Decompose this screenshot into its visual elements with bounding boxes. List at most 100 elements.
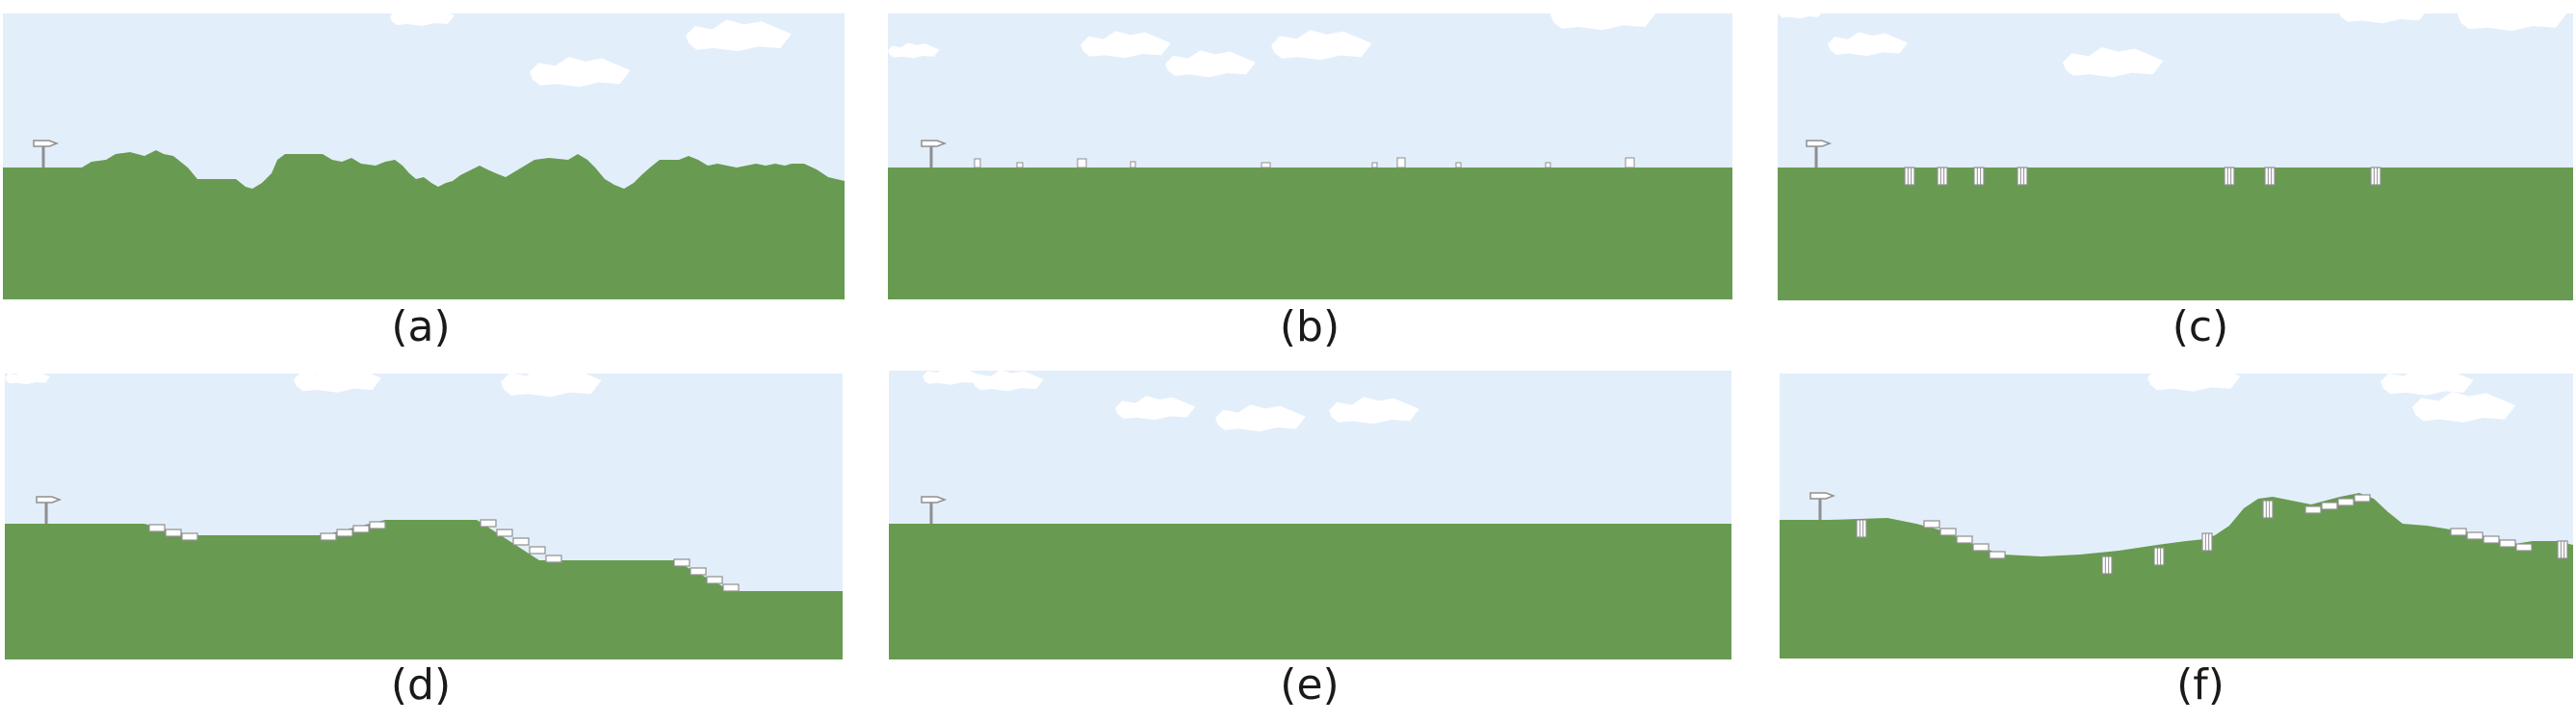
stair-block xyxy=(2515,543,2533,552)
stair-block xyxy=(2304,505,2322,514)
cloud xyxy=(424,354,476,371)
cloud xyxy=(2063,47,2164,78)
checkpoint-flag-icon xyxy=(921,140,948,168)
stair-block xyxy=(2321,502,2338,510)
pipe-obstacle xyxy=(2153,547,2165,566)
cloud xyxy=(5,371,50,385)
level-panel-d xyxy=(5,354,843,659)
cloud xyxy=(1329,397,1419,425)
stair-block xyxy=(545,555,562,563)
level-panel-b xyxy=(888,0,1732,299)
stair-block xyxy=(320,532,337,541)
ground xyxy=(889,524,1731,659)
stair-block xyxy=(2450,528,2467,536)
cloud xyxy=(923,367,981,385)
stair-block xyxy=(706,576,723,584)
cloud xyxy=(1115,396,1196,421)
ground xyxy=(1778,168,2573,300)
stair-block xyxy=(2354,494,2371,503)
stair-block xyxy=(369,521,386,529)
pipe-obstacle xyxy=(1904,167,1915,186)
box-obstacle xyxy=(1396,157,1406,168)
cloud xyxy=(530,57,631,88)
box-obstacle xyxy=(1545,162,1551,168)
cloud xyxy=(686,19,792,52)
cloud xyxy=(294,366,382,393)
stair-block xyxy=(181,532,198,541)
cloud xyxy=(1271,30,1372,61)
box-obstacle xyxy=(1625,157,1635,168)
pipe-obstacle xyxy=(2557,540,2568,559)
stair-block xyxy=(512,537,530,546)
level-panel-e xyxy=(889,367,1731,659)
stair-block xyxy=(722,583,740,592)
stair-block xyxy=(1989,551,2006,559)
cloud xyxy=(888,42,940,59)
cloud xyxy=(1778,5,1823,19)
box-obstacle xyxy=(974,158,981,168)
pipe-obstacle xyxy=(2017,167,2028,186)
cloud xyxy=(501,367,602,398)
ground xyxy=(888,168,1732,299)
stair-block xyxy=(529,546,546,555)
stair-block xyxy=(148,524,166,532)
level-panel-c xyxy=(1778,0,2573,300)
pipe-obstacle xyxy=(2101,555,2113,575)
box-obstacle xyxy=(1371,162,1378,168)
ground xyxy=(3,150,845,299)
stair-block xyxy=(352,525,370,533)
pipe-obstacle xyxy=(1937,167,1948,186)
pipe-obstacle xyxy=(2262,500,2274,519)
caption-e: (e) xyxy=(1280,660,1340,710)
box-obstacle xyxy=(1261,162,1271,168)
level-panel-a xyxy=(3,7,845,299)
checkpoint-flag-icon xyxy=(1809,492,1836,520)
box-obstacle xyxy=(1455,162,1462,168)
cloud xyxy=(2338,0,2429,24)
stair-block xyxy=(673,558,690,567)
pipe-obstacle xyxy=(2201,532,2213,552)
cloud xyxy=(973,370,1044,392)
stair-block xyxy=(2499,539,2516,548)
cloud xyxy=(1550,0,1656,31)
pipe-obstacle xyxy=(2370,167,2381,186)
cloud xyxy=(390,7,455,26)
cloud xyxy=(2147,363,2241,392)
checkpoint-flag-icon xyxy=(1806,140,1833,168)
cloud xyxy=(1828,32,1909,57)
level-panel-f xyxy=(1780,363,2573,658)
caption-b: (b) xyxy=(1279,302,1340,351)
box-obstacle xyxy=(1077,158,1087,168)
cloud xyxy=(1215,404,1306,432)
cloud xyxy=(2381,367,2474,396)
checkpoint-flag-icon xyxy=(921,496,948,524)
stair-block xyxy=(1956,535,1973,544)
stair-block xyxy=(2337,498,2355,506)
stair-block xyxy=(496,529,513,537)
stair-block xyxy=(1939,528,1957,536)
stair-block xyxy=(1923,520,1940,529)
checkpoint-flag-icon xyxy=(33,140,60,168)
stair-block xyxy=(690,567,707,576)
pipe-obstacle xyxy=(1856,519,1867,538)
pipe-obstacle xyxy=(1973,167,1985,186)
cloud xyxy=(1165,50,1256,78)
box-obstacle xyxy=(1016,162,1024,168)
cloud xyxy=(2412,391,2516,423)
stair-block xyxy=(336,529,353,537)
checkpoint-flag-icon xyxy=(36,496,63,524)
caption-a: (a) xyxy=(391,302,451,351)
caption-f: (f) xyxy=(2176,660,2225,710)
stair-block xyxy=(2466,531,2484,540)
box-obstacle xyxy=(1130,161,1136,168)
ground xyxy=(5,520,843,659)
ground xyxy=(1780,493,2573,658)
stair-block xyxy=(2483,535,2500,544)
cloud xyxy=(2458,0,2567,32)
cloud xyxy=(1080,31,1171,59)
caption-c: (c) xyxy=(2172,302,2229,351)
caption-d: (d) xyxy=(390,660,452,710)
pipe-obstacle xyxy=(2264,167,2276,186)
stair-block xyxy=(165,529,182,537)
